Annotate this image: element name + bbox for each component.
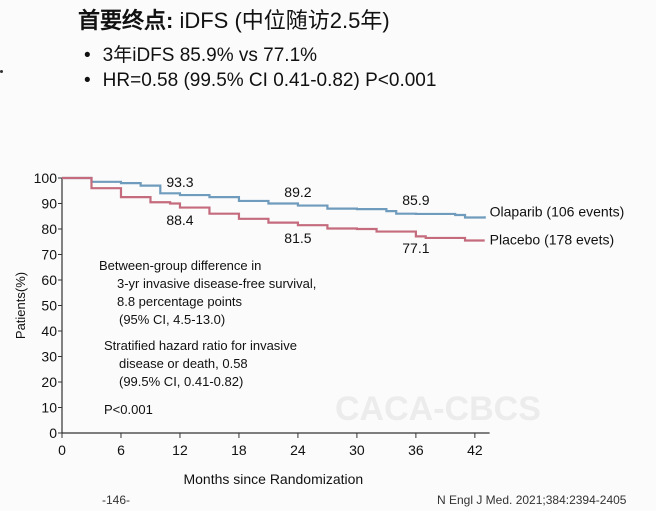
slide-title: 首要终点: iDFS (中位随访2.5年) bbox=[78, 3, 390, 35]
x-tick-label: 24 bbox=[290, 442, 306, 458]
watermark: CACA-CBCS bbox=[335, 390, 541, 428]
legend-label-placebo: Placebo (178 evets) bbox=[490, 231, 615, 247]
x-tick-label: 0 bbox=[58, 442, 66, 458]
title-bold: 首要终点: bbox=[78, 8, 174, 33]
bullet-dot bbox=[0, 70, 3, 73]
title-rest: iDFS (中位随访2.5年) bbox=[173, 8, 390, 33]
data-label: 88.4 bbox=[166, 212, 193, 228]
y-tick-label: 80 bbox=[41, 221, 57, 237]
y-tick-label: 0 bbox=[49, 425, 57, 441]
series-line-placebo bbox=[62, 176, 485, 242]
chart-note: disease or death, 0.58 bbox=[119, 356, 248, 371]
y-tick-label: 20 bbox=[41, 374, 57, 390]
y-axis-label: Patients(%) bbox=[13, 272, 28, 339]
y-tick-label: 60 bbox=[41, 272, 57, 288]
citation: N Engl J Med. 2021;384:2394-2405 bbox=[437, 493, 627, 507]
data-label: 81.5 bbox=[284, 230, 311, 246]
chart-note: Between-group difference in bbox=[99, 258, 261, 273]
data-label: 89.2 bbox=[284, 184, 311, 200]
bullet-idfs: 3年iDFS 85.9% vs 77.1% bbox=[84, 40, 317, 67]
x-tick-label: 6 bbox=[117, 442, 125, 458]
bullet-hr: HR=0.58 (99.5% CI 0.41-0.82) P<0.001 bbox=[84, 70, 437, 92]
x-tick-label: 36 bbox=[408, 442, 424, 458]
y-tick-label: 40 bbox=[41, 323, 57, 339]
legend-label-olaparib: Olaparib (106 events) bbox=[490, 203, 625, 219]
y-tick-label: 30 bbox=[41, 349, 57, 365]
x-axis-label: Months since Randomization bbox=[183, 471, 363, 487]
x-tick-label: 12 bbox=[172, 442, 188, 458]
y-tick-label: 50 bbox=[41, 298, 57, 314]
data-label: 85.9 bbox=[402, 192, 429, 208]
x-tick-label: 30 bbox=[349, 442, 365, 458]
chart-note: 8.8 percentage points bbox=[117, 294, 243, 309]
data-label: 93.3 bbox=[166, 174, 193, 190]
chart-note: (95% CI, 4.5-13.0) bbox=[119, 312, 225, 327]
chart-note: (99.5% CI, 0.41-0.82) bbox=[119, 374, 243, 389]
y-tick-label: 10 bbox=[41, 400, 57, 416]
page-number: -146- bbox=[102, 493, 131, 507]
data-label: 77.1 bbox=[402, 240, 429, 256]
chart-note: Stratified hazard ratio for invasive bbox=[104, 338, 297, 353]
chart-note: 3-yr invasive disease-free survival, bbox=[117, 276, 316, 291]
x-tick-label: 18 bbox=[231, 442, 247, 458]
y-tick-label: 70 bbox=[41, 247, 57, 263]
x-tick-label: 42 bbox=[467, 442, 483, 458]
chart-note: P<0.001 bbox=[104, 402, 153, 417]
series-line-olaparib bbox=[62, 176, 486, 219]
y-tick-label: 90 bbox=[41, 196, 57, 212]
y-tick-label: 100 bbox=[34, 170, 58, 186]
